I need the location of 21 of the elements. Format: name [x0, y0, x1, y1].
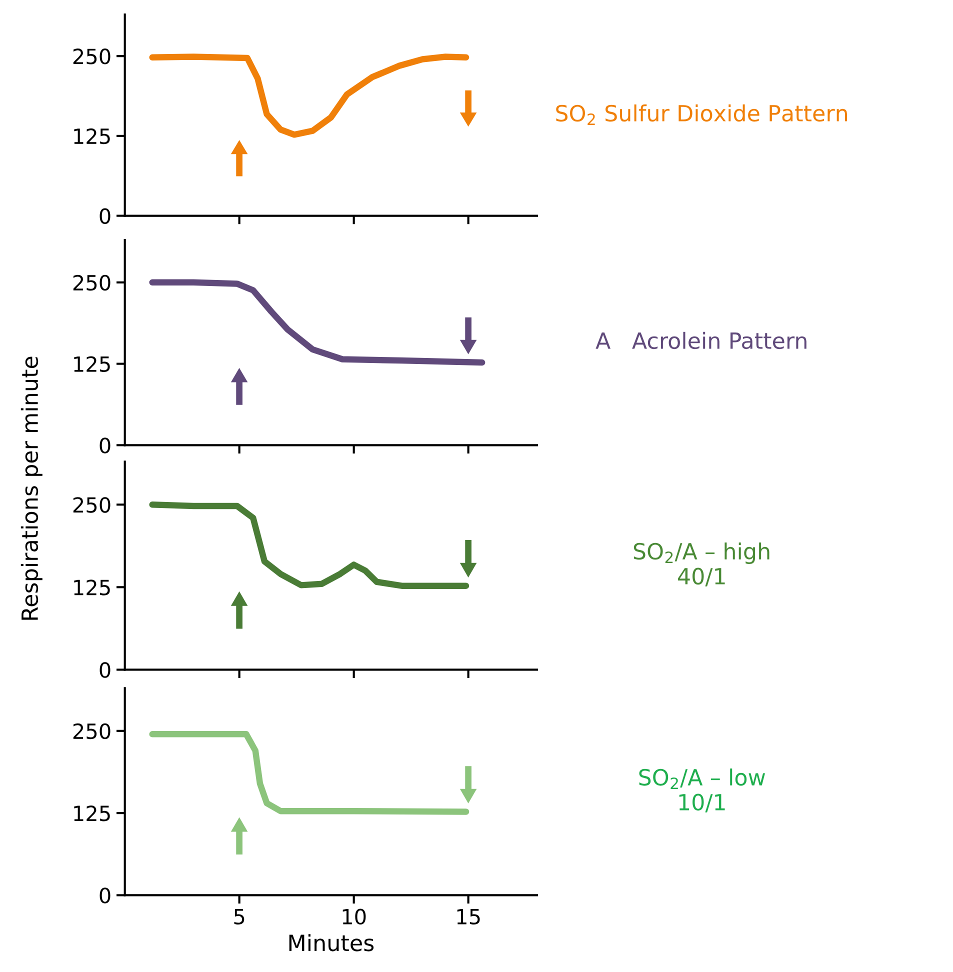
text: SO$_{2}$ Sulfur Dioxide Pattern — [556, 104, 848, 125]
y-tick-label: 125 — [74, 356, 110, 372]
text: SO$_{2}$/A – low 10/1 — [639, 768, 766, 812]
y-axis-title: Respirations per minute — [20, 356, 42, 620]
y-tick-label: 0 — [100, 208, 110, 224]
y-tick-label: 125 — [74, 128, 110, 144]
y-tick-label: 250 — [73, 497, 110, 513]
x-tick-label: 5 — [234, 909, 244, 925]
y-tick-label: 0 — [100, 662, 110, 678]
x-axis-title: Minutes — [289, 934, 374, 952]
text: A Acrolein Pattern — [596, 332, 806, 350]
x-tick-label: 15 — [457, 909, 480, 925]
y-tick-label: 250 — [73, 723, 110, 740]
y-tick-label: 125 — [74, 580, 110, 596]
y-tick-label: 250 — [73, 48, 110, 64]
x-tick-label: 10 — [342, 908, 366, 925]
y-tick-label: 125 — [74, 806, 110, 822]
text: SO$_{2}$/A – high 40/1 — [634, 542, 770, 586]
y-tick-label: 0 — [100, 438, 110, 454]
y-tick-label: 250 — [73, 274, 110, 291]
y-tick-label: 0 — [100, 888, 110, 904]
